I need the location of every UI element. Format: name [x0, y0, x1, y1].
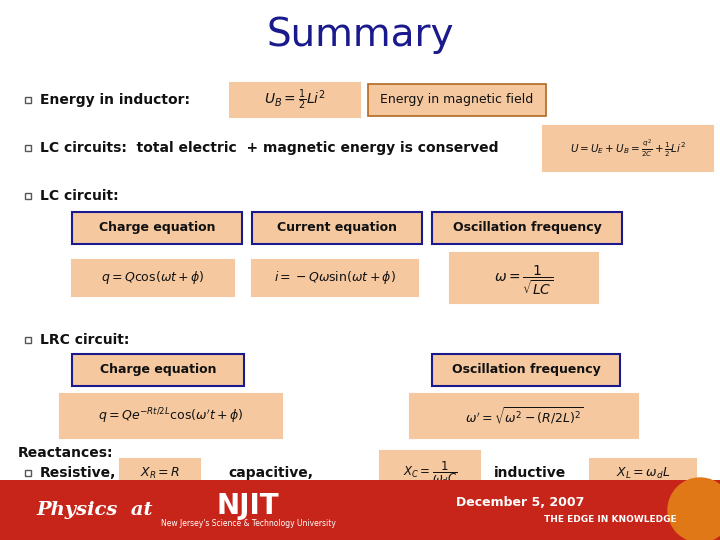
- Text: $q = Q\cos(\omega t + \phi)$: $q = Q\cos(\omega t + \phi)$: [101, 269, 205, 287]
- Text: $\omega = \dfrac{1}{\sqrt{LC}}$: $\omega = \dfrac{1}{\sqrt{LC}}$: [495, 264, 554, 296]
- Bar: [60, 394, 282, 438]
- Text: NJIT: NJIT: [217, 492, 279, 520]
- Text: $X_L = \omega_d L$: $X_L = \omega_d L$: [616, 465, 670, 481]
- Bar: [230, 83, 360, 117]
- Text: Summary: Summary: [266, 16, 454, 54]
- Bar: [410, 394, 638, 438]
- Text: December 5, 2007: December 5, 2007: [456, 496, 584, 509]
- Text: Energy in magnetic field: Energy in magnetic field: [380, 93, 534, 106]
- Text: $\omega^\prime = \sqrt{\omega^2 - (R/2L)^2}$: $\omega^\prime = \sqrt{\omega^2 - (R/2L)…: [464, 406, 583, 427]
- Text: Charge equation: Charge equation: [99, 221, 215, 234]
- Text: New Jersey's Science & Technology University: New Jersey's Science & Technology Univer…: [161, 519, 336, 529]
- Text: Physics  at: Physics at: [37, 501, 153, 519]
- Text: $i = -Q\omega\sin(\omega t + \phi)$: $i = -Q\omega\sin(\omega t + \phi)$: [274, 269, 396, 287]
- Bar: [72, 260, 234, 296]
- Text: Oscillation frequency: Oscillation frequency: [451, 363, 600, 376]
- Text: Energy in inductor:: Energy in inductor:: [40, 93, 190, 107]
- Bar: [72, 212, 242, 244]
- Text: inductive: inductive: [494, 466, 566, 480]
- Text: LRC circuit:: LRC circuit:: [40, 333, 130, 347]
- Text: $q = Qe^{-Rt/2L}\cos(\omega^\prime t + \phi)$: $q = Qe^{-Rt/2L}\cos(\omega^\prime t + \…: [98, 406, 244, 426]
- Text: LC circuits:  total electric  + magnetic energy is conserved: LC circuits: total electric + magnetic e…: [40, 141, 498, 155]
- Circle shape: [668, 478, 720, 540]
- Text: Current equation: Current equation: [277, 221, 397, 234]
- Text: Reactances:: Reactances:: [18, 446, 114, 460]
- Text: $X_R = R$: $X_R = R$: [140, 465, 180, 481]
- Bar: [432, 212, 622, 244]
- Text: $U_B = \frac{1}{2}Li^2$: $U_B = \frac{1}{2}Li^2$: [264, 88, 326, 112]
- Text: Resistive,: Resistive,: [40, 466, 117, 480]
- Bar: [72, 354, 244, 386]
- Text: THE EDGE IN KNOWLEDGE: THE EDGE IN KNOWLEDGE: [544, 516, 676, 524]
- Text: capacitive,: capacitive,: [228, 466, 313, 480]
- Text: LC circuit:: LC circuit:: [40, 189, 119, 203]
- Text: $U = U_E + U_B = \frac{q^2}{2C} + \frac{1}{2}Li^2$: $U = U_E + U_B = \frac{q^2}{2C} + \frac{…: [570, 137, 686, 159]
- Bar: [380, 451, 480, 495]
- Bar: [252, 212, 422, 244]
- Bar: [252, 260, 418, 296]
- Bar: [432, 354, 620, 386]
- Bar: [120, 459, 200, 487]
- Bar: [450, 253, 598, 303]
- Bar: [543, 126, 713, 171]
- Text: $X_C = \dfrac{1}{\omega_d C}$: $X_C = \dfrac{1}{\omega_d C}$: [402, 459, 457, 487]
- Bar: [590, 459, 696, 487]
- Text: Oscillation frequency: Oscillation frequency: [453, 221, 601, 234]
- Bar: [0, 480, 720, 540]
- Bar: [368, 84, 546, 116]
- Text: Charge equation: Charge equation: [100, 363, 216, 376]
